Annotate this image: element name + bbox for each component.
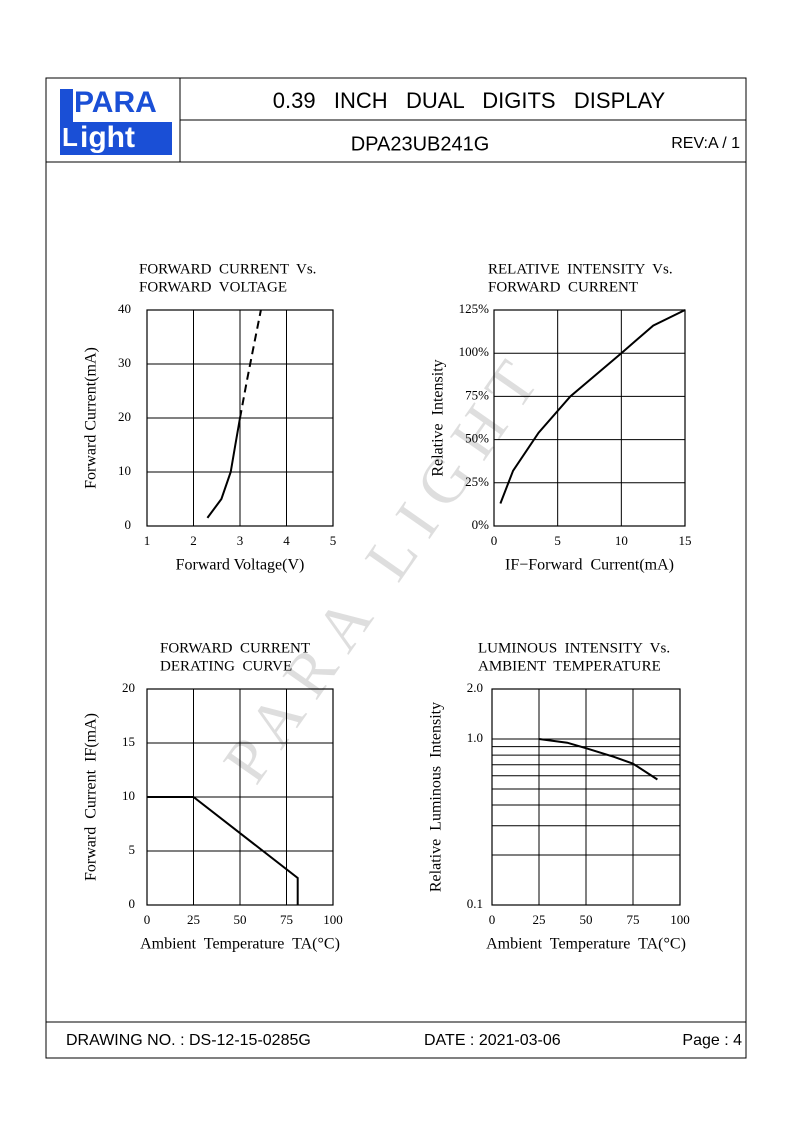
logo-text: ight bbox=[80, 121, 135, 154]
x-tick-label: 0 bbox=[491, 533, 498, 548]
x-tick-label: 4 bbox=[283, 533, 290, 548]
chart-title: FORWARD CURRENT bbox=[160, 640, 310, 656]
x-tick-label: 1 bbox=[144, 533, 151, 548]
x-tick-label: 5 bbox=[554, 533, 561, 548]
x-tick-label: 5 bbox=[330, 533, 337, 548]
y-tick-label: 30 bbox=[118, 355, 131, 370]
x-tick-label: 25 bbox=[187, 912, 200, 927]
y-axis-label: Forward Current IF(mA) bbox=[83, 713, 100, 881]
drawing-number: DRAWING NO. : DS-12-15-0285G bbox=[66, 1032, 311, 1049]
curve bbox=[239, 309, 262, 419]
y-tick-label: 0 bbox=[129, 896, 136, 911]
curve bbox=[206, 417, 241, 519]
chart-title: DERATING CURVE bbox=[160, 658, 292, 674]
y-tick-label: 100% bbox=[459, 344, 490, 359]
chart: FORWARD CURRENT DERATING CURVE 0 25 50 75 100 0… bbox=[83, 640, 343, 952]
part-number: DPA23UB241G bbox=[351, 133, 490, 155]
chart-title: FORWARD CURRENT Vs. bbox=[139, 261, 316, 277]
x-tick-label: 0 bbox=[489, 912, 496, 927]
y-tick-label: 2.0 bbox=[467, 680, 483, 695]
y-axis-label: Relative Luminous Intensity bbox=[428, 702, 445, 892]
chart: RELATIVE INTENSITY Vs. FORWARD CURRENT 0 5 1… bbox=[430, 261, 692, 573]
chart-title: AMBIENT TEMPERATURE bbox=[478, 658, 661, 674]
y-tick-label: 20 bbox=[118, 409, 131, 424]
x-axis-label: Ambient Temperature TA(°C) bbox=[140, 936, 340, 953]
logo-text: PARA bbox=[74, 86, 157, 119]
x-tick-label: 75 bbox=[280, 912, 293, 927]
y-tick-label: 0.1 bbox=[467, 896, 483, 911]
x-tick-label: 2 bbox=[190, 533, 197, 548]
x-axis-label: Forward Voltage(V) bbox=[176, 557, 305, 574]
chart-title: FORWARD CURRENT bbox=[488, 279, 638, 295]
y-axis-label: Forward Current(mA) bbox=[83, 347, 100, 489]
x-tick-label: 50 bbox=[580, 912, 593, 927]
plot-frame bbox=[146, 309, 334, 527]
page-frame bbox=[45, 77, 747, 1059]
y-tick-label: 0% bbox=[472, 517, 490, 532]
y-tick-label: 15 bbox=[122, 734, 135, 749]
page-number: Page : 4 bbox=[682, 1032, 742, 1049]
x-tick-label: 3 bbox=[237, 533, 244, 548]
x-tick-label: 15 bbox=[679, 533, 692, 548]
curve bbox=[147, 796, 299, 905]
y-tick-label: 25% bbox=[465, 474, 489, 489]
revision: REV:A / 1 bbox=[671, 135, 740, 152]
x-tick-label: 10 bbox=[615, 533, 628, 548]
y-tick-label: 125% bbox=[459, 301, 490, 316]
y-tick-label: 50% bbox=[465, 431, 489, 446]
date: DATE : 2021-03-06 bbox=[424, 1032, 561, 1049]
y-tick-label: 5 bbox=[129, 842, 136, 857]
chart-title: FORWARD VOLTAGE bbox=[139, 279, 287, 295]
plot-frame bbox=[493, 309, 686, 527]
y-axis-label: Relative Intensity bbox=[430, 359, 447, 476]
x-tick-label: 100 bbox=[323, 912, 343, 927]
logo-block bbox=[60, 122, 172, 155]
y-tick-label: 1.0 bbox=[467, 730, 483, 745]
logo-text: L bbox=[62, 122, 78, 152]
chart-title: LUMINOUS INTENSITY Vs. bbox=[478, 640, 670, 656]
y-tick-label: 0 bbox=[125, 517, 132, 532]
chart: LUMINOUS INTENSITY Vs. AMBIENT TEMPERATUR… bbox=[428, 640, 690, 952]
curve bbox=[499, 309, 686, 504]
x-axis-label: IF−Forward Current(mA) bbox=[505, 557, 674, 574]
doc-title: 0.39 INCH DUAL DIGITS DISPLAY bbox=[273, 88, 666, 113]
chart-title: RELATIVE INTENSITY Vs. bbox=[488, 261, 673, 277]
y-tick-label: 20 bbox=[122, 680, 135, 695]
y-tick-label: 10 bbox=[122, 788, 135, 803]
chart: FORWARD CURRENT Vs. FORWARD VOLTAGE 1 2 3 4 5 0… bbox=[83, 261, 337, 573]
y-tick-label: 10 bbox=[118, 463, 131, 478]
x-tick-label: 25 bbox=[533, 912, 546, 927]
curve bbox=[538, 738, 658, 781]
x-tick-label: 50 bbox=[234, 912, 247, 927]
y-tick-label: 75% bbox=[465, 387, 489, 402]
x-tick-label: 100 bbox=[670, 912, 690, 927]
plot-frame bbox=[491, 688, 681, 906]
y-tick-label: 40 bbox=[118, 301, 131, 316]
x-tick-label: 0 bbox=[144, 912, 151, 927]
x-axis-label: Ambient Temperature TA(°C) bbox=[486, 936, 686, 953]
x-tick-label: 75 bbox=[627, 912, 640, 927]
